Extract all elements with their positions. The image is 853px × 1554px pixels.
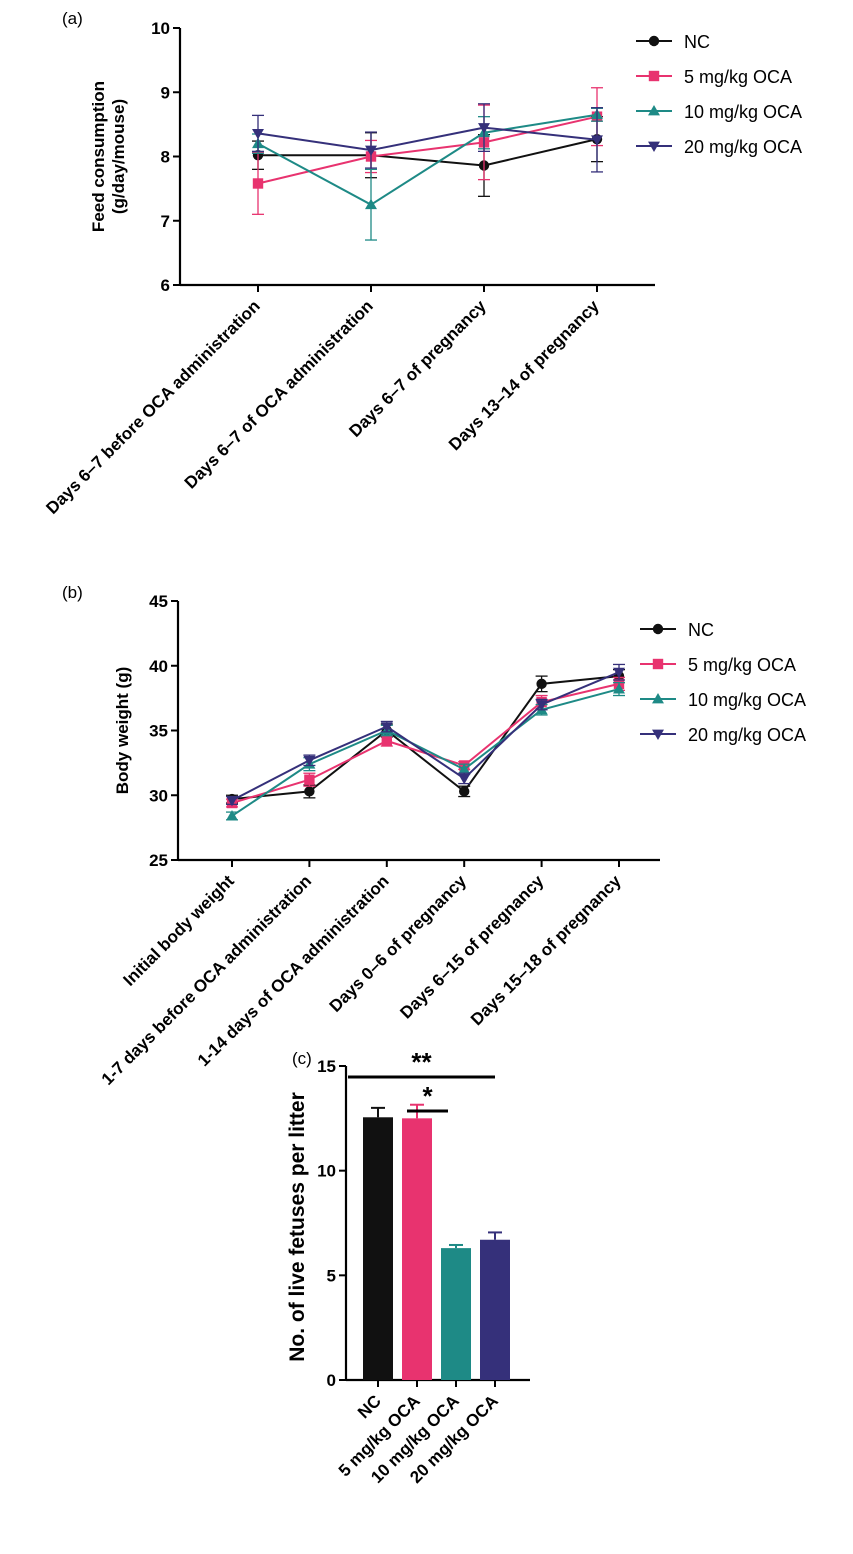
- significance-label: **: [411, 1047, 432, 1077]
- series-20-mg-kg-oca: [226, 663, 625, 807]
- y-axis-title: (g/day/mouse): [109, 99, 128, 214]
- series-line: [257, 115, 598, 185]
- y-tick-label: 45: [149, 592, 168, 611]
- data-point: [365, 145, 377, 157]
- series-line: [258, 138, 598, 167]
- y-tick-label: 15: [317, 1057, 336, 1076]
- data-point: [252, 178, 264, 189]
- x-tick-label: NC: [354, 1391, 385, 1422]
- y-tick-label: 5: [327, 1266, 336, 1285]
- data-point: [252, 128, 264, 140]
- series-line: [231, 682, 620, 804]
- data-point: [535, 700, 548, 711]
- series-nc: [226, 668, 625, 805]
- legend-entry: 20 mg/kg OCA: [636, 137, 802, 157]
- data-point: [226, 796, 238, 807]
- y-tick-label: 7: [161, 212, 170, 231]
- bar: [441, 1248, 471, 1380]
- y-tick-label: 25: [149, 851, 168, 870]
- legend-label: 20 mg/kg OCA: [684, 137, 802, 157]
- data-point: [458, 773, 471, 785]
- y-tick-label: 10: [151, 19, 170, 38]
- x-tick-label: Days 6–7 of OCA administration: [181, 296, 377, 492]
- panel-label: (a): [62, 9, 83, 28]
- series-line: [231, 675, 620, 801]
- data-point: [303, 755, 316, 767]
- series-5-mg-kg-oca: [226, 676, 625, 809]
- y-tick-label: 6: [161, 276, 170, 295]
- legend-marker: [648, 105, 660, 116]
- x-tick-label: Days 6–7 before OCA administration: [42, 296, 263, 517]
- legend-label: NC: [684, 32, 710, 52]
- data-point: [536, 678, 547, 690]
- y-tick-label: 9: [161, 83, 170, 102]
- legend-entry: 20 mg/kg OCA: [640, 725, 806, 745]
- series-20-mg-kg-oca: [252, 103, 603, 173]
- legend-marker: [648, 141, 660, 152]
- y-tick-label: 30: [149, 786, 168, 805]
- y-axis-title: Feed consumption: [89, 81, 108, 232]
- data-point: [591, 135, 603, 146]
- chart-a: (a) 6 7 8 9 10 Days 6–7 before OCA administrat…: [42, 9, 802, 518]
- data-point: [365, 198, 377, 210]
- legend-entry: NC: [640, 620, 714, 640]
- x-tick-label: Days 0–6 of pregnancy: [326, 871, 471, 1016]
- y-tick-label: 35: [149, 722, 168, 741]
- legend-entry: NC: [636, 32, 710, 52]
- y-tick-label: 8: [161, 148, 170, 167]
- legend-entry: 10 mg/kg OCA: [640, 690, 806, 710]
- legend-label: 10 mg/kg OCA: [684, 102, 802, 122]
- legend-marker: [648, 70, 660, 82]
- series-line: [231, 671, 620, 802]
- legend-marker: [652, 729, 664, 740]
- data-point: [381, 735, 392, 747]
- data-point: [304, 786, 315, 797]
- y-axis-title: Body weight (g): [113, 667, 132, 794]
- panel-label: (c): [292, 1049, 312, 1068]
- legend-label: 5 mg/kg OCA: [688, 655, 796, 675]
- chart-c: (c) 0 5 10 15 No. of live fetuses per litter N…: [286, 1047, 530, 1487]
- legend-entry: 5 mg/kg OCA: [640, 655, 796, 675]
- series-nc: [252, 116, 603, 197]
- series-line: [257, 113, 598, 206]
- bar: [480, 1239, 510, 1380]
- series-line: [231, 688, 620, 817]
- data-point: [226, 809, 238, 821]
- panel-label: (b): [62, 583, 83, 602]
- legend-marker: [652, 623, 664, 635]
- bar: [402, 1118, 432, 1380]
- legend-marker: [652, 658, 664, 670]
- legend-label: 10 mg/kg OCA: [688, 690, 806, 710]
- legend-entry: 5 mg/kg OCA: [636, 67, 792, 87]
- x-tick-label: Days 15–18 of pregnancy: [467, 871, 625, 1029]
- y-tick-label: 0: [327, 1371, 336, 1390]
- data-point: [458, 763, 471, 774]
- legend-marker: [648, 35, 660, 47]
- x-tick-label: Days 6–15 of pregnancy: [396, 871, 547, 1022]
- y-tick-label: 10: [317, 1162, 336, 1181]
- legend-marker: [652, 693, 664, 704]
- y-tick-label: 40: [149, 657, 168, 676]
- y-axis-title: No. of live fetuses per litter: [286, 1092, 309, 1362]
- significance-label: *: [422, 1081, 433, 1111]
- data-point: [304, 774, 315, 785]
- legend-label: NC: [688, 620, 714, 640]
- data-point: [380, 722, 393, 733]
- legend-entry: 10 mg/kg OCA: [636, 102, 802, 122]
- bar: [363, 1117, 393, 1380]
- data-point: [459, 786, 470, 797]
- series-line: [257, 126, 598, 152]
- legend-label: 20 mg/kg OCA: [688, 725, 806, 745]
- data-point: [613, 683, 625, 694]
- legend-label: 5 mg/kg OCA: [684, 67, 792, 87]
- data-point: [478, 123, 490, 134]
- data-point: [613, 667, 625, 679]
